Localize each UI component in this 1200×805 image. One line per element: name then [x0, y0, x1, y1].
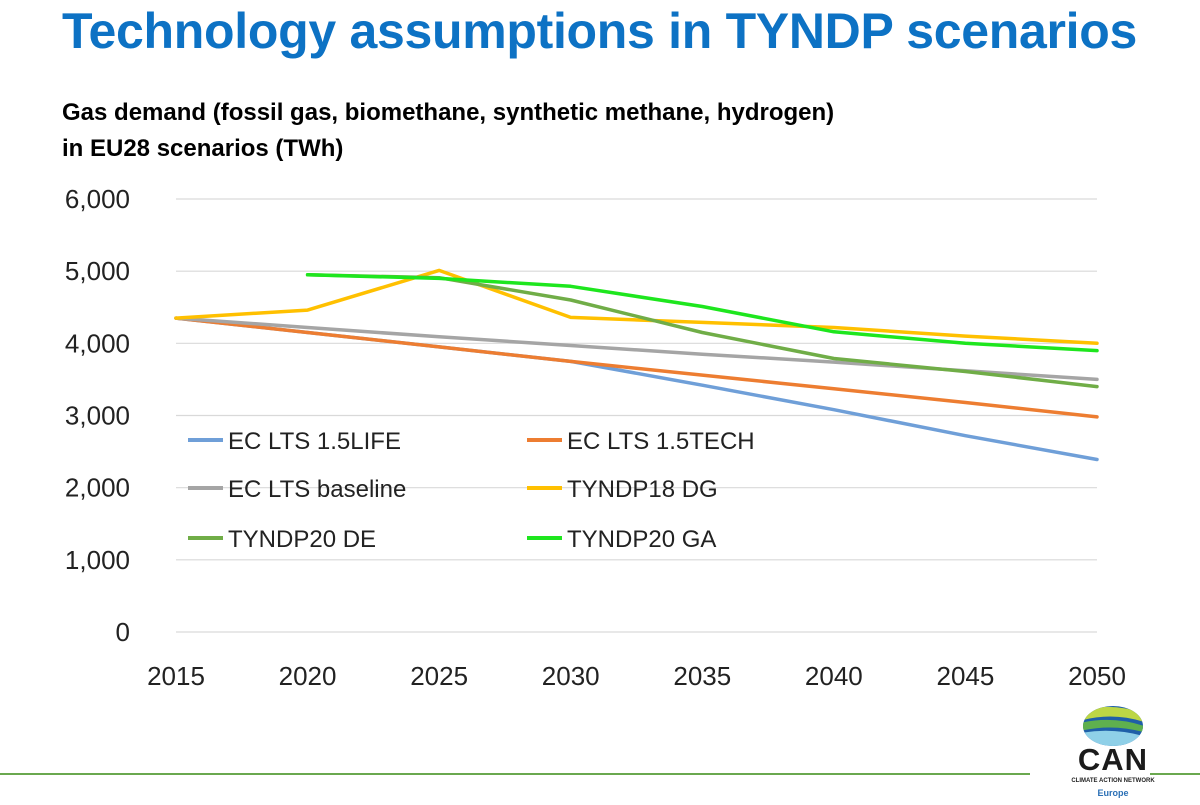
chart-title-line-2: in EU28 scenarios (TWh) [62, 135, 344, 162]
bottom-divider [0, 773, 1030, 775]
x-tick-label: 2050 [1068, 661, 1126, 691]
can-globe-icon [1083, 706, 1143, 746]
series-line [305, 273, 1099, 389]
legend-label: EC LTS 1.5LIFE [228, 428, 401, 455]
x-tick-label: 2035 [673, 661, 731, 691]
chart-title: Gas demand (fossil gas, biomethane, synt… [62, 95, 834, 167]
x-tick-label: 2025 [410, 661, 468, 691]
legend-label: EC LTS 1.5TECH [567, 428, 755, 455]
y-tick-label: 5,000 [65, 256, 130, 286]
can-logo-region: Europe [1097, 788, 1129, 798]
x-tick-label: 2015 [147, 661, 205, 691]
chart-title-line-1: Gas demand (fossil gas, biomethane, synt… [62, 99, 835, 126]
x-tick-label: 2030 [542, 661, 600, 691]
x-tick-label: 2040 [805, 661, 863, 691]
can-logo-subtitle: CLIMATE ACTION NETWORK [1071, 778, 1155, 784]
y-tick-label: 2,000 [65, 473, 130, 503]
y-tick-label: 3,000 [65, 401, 130, 431]
bottom-divider-right [1150, 773, 1200, 775]
series-line [174, 268, 1099, 346]
can-europe-logo: CAN CLIMATE ACTION NETWORK Europe [1058, 702, 1168, 802]
slide-title: Technology assumptions in TYNDP scenario… [62, 3, 1137, 59]
x-tick-label: 2045 [937, 661, 995, 691]
y-tick-label: 1,000 [65, 545, 130, 575]
legend-label: EC LTS baseline [228, 476, 406, 503]
gas-demand-line-chart: 0 1,000 2,000 3,000 4,000 5,000 6,000 2015 2020 2… [65, 184, 1126, 691]
legend-label: TYNDP18 DG [567, 476, 718, 503]
y-tick-label: 4,000 [65, 328, 130, 358]
y-tick-label: 6,000 [65, 184, 130, 214]
can-logo-name: CAN [1077, 742, 1149, 777]
series-line [174, 316, 1099, 419]
x-tick-label: 2020 [279, 661, 337, 691]
y-tick-label: 0 [116, 617, 130, 647]
legend-label: TYNDP20 GA [567, 526, 716, 553]
legend-label: TYNDP20 DE [228, 526, 376, 553]
series-line [305, 273, 1099, 353]
